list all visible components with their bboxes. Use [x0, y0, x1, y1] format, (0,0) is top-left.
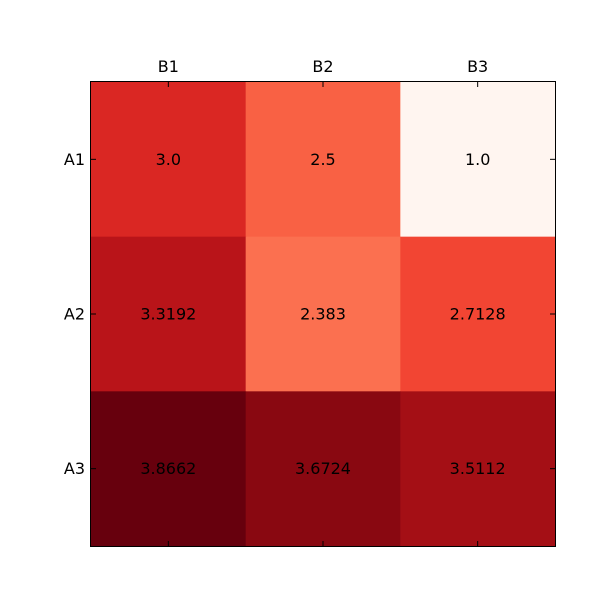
heatmap-cells — [91, 82, 556, 547]
cell-value-label: 1.0 — [465, 150, 490, 169]
heatmap-cell-r3-c3 — [400, 391, 556, 547]
heatmap-cell-r2-c1 — [91, 236, 247, 392]
heatmap-cell-r3-c2 — [245, 391, 401, 547]
heatmap-cell-r1-c1 — [91, 82, 247, 238]
cell-value-label: 3.5112 — [450, 459, 506, 478]
cell-value-label: 2.5 — [310, 150, 335, 169]
y-tick-label: A2 — [64, 305, 85, 324]
cell-value-label: 3.3192 — [140, 305, 196, 324]
cell-value-label: 3.8662 — [140, 459, 196, 478]
heatmap-cell-r2-c3 — [400, 236, 556, 392]
y-tick-label: A1 — [64, 150, 85, 169]
cell-value-label: 2.383 — [300, 305, 346, 324]
plot-frame — [90, 81, 556, 547]
heatmap-cell-r2-c2 — [245, 236, 401, 392]
cell-value-labels: 3.0 2.5 1.0 3.3192 2.383 2.7128 3.8662 3.6724 3.… — [140, 150, 505, 478]
x-tick-label: B3 — [467, 57, 488, 76]
heatmap-cell-r1-c2 — [245, 82, 401, 238]
heatmap-cell-r1-c3 — [400, 82, 556, 238]
y-tick-label: A3 — [64, 459, 85, 478]
y-tick-labels: A1 A2 A3 — [64, 150, 85, 478]
cell-value-label: 3.0 — [156, 150, 181, 169]
cell-value-label: 2.7128 — [450, 305, 506, 324]
heatmap-cell-r3-c1 — [91, 391, 247, 547]
cell-value-label: 3.6724 — [295, 459, 351, 478]
x-tick-label: B2 — [312, 57, 333, 76]
axis-ticks — [91, 82, 555, 546]
x-tick-labels: B1 B2 B3 — [158, 57, 488, 76]
x-tick-label: B1 — [158, 57, 179, 76]
